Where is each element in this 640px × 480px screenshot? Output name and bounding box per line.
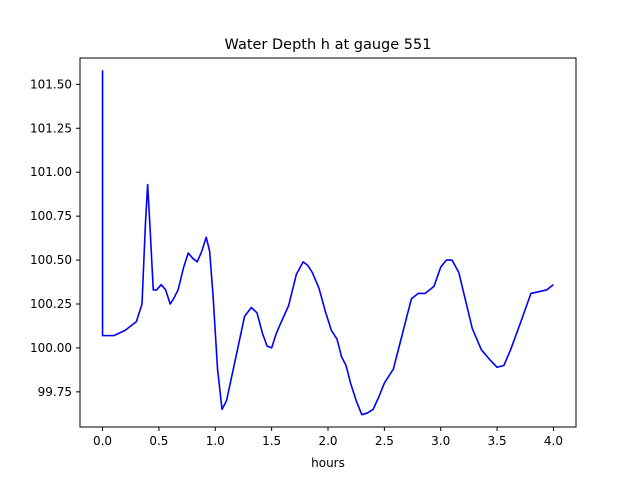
x-tick-label: 1.0 — [206, 434, 225, 448]
y-tick-label: 101.50 — [30, 77, 72, 91]
x-tick-label: 2.5 — [375, 434, 394, 448]
chart-title: Water Depth h at gauge 551 — [225, 37, 432, 53]
x-axis-ticks: 0.0 0.5 1.0 1.5 2.0 2.5 3.0 3.5 4.0 — [93, 427, 563, 448]
y-tick-label: 100.50 — [30, 253, 72, 267]
x-tick-label: 2.0 — [318, 434, 337, 448]
y-tick-label: 101.00 — [30, 165, 72, 179]
plot-area — [101, 70, 554, 416]
y-tick-label: 99.75 — [38, 385, 72, 399]
x-tick-label: 1.5 — [262, 434, 281, 448]
x-tick-label: 4.0 — [544, 434, 563, 448]
x-tick-label: 0.5 — [149, 434, 168, 448]
x-tick-label: 3.0 — [431, 434, 450, 448]
y-tick-label: 101.25 — [30, 121, 72, 135]
x-tick-label: 0.0 — [93, 434, 112, 448]
y-tick-label: 100.25 — [30, 297, 72, 311]
axes-frame — [79, 57, 577, 428]
y-tick-label: 100.00 — [30, 341, 72, 355]
x-tick-label: 3.5 — [488, 434, 507, 448]
x-axis-label: hours — [311, 456, 345, 470]
series-line-0 — [101, 70, 554, 416]
y-axis-ticks: 99.75 100.00 100.25 100.50 100.75 101.00 101.2… — [30, 77, 80, 399]
y-tick-label: 100.75 — [30, 209, 72, 223]
